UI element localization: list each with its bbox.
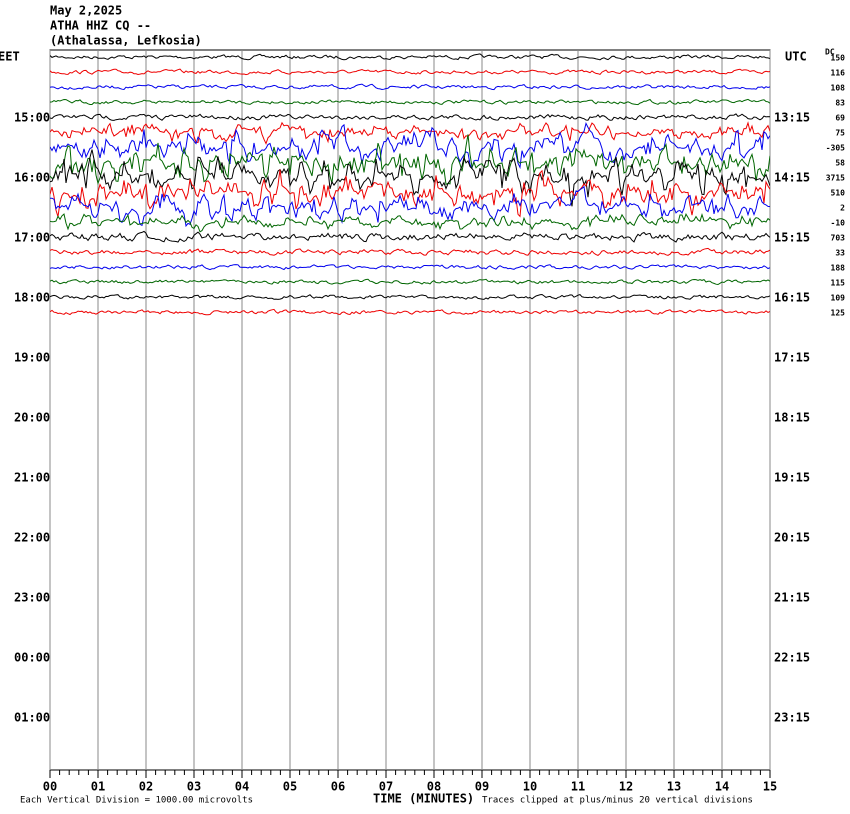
- left-hour-label: 15:00: [14, 111, 50, 125]
- dc-title: DC: [825, 48, 835, 57]
- x-tick-label: 12: [619, 780, 633, 794]
- left-hour-label: 00:00: [14, 651, 50, 665]
- dc-offset: 33: [835, 249, 845, 258]
- x-tick-label: 10: [523, 780, 537, 794]
- dc-offset: 75: [835, 129, 845, 138]
- right-hour-label: 21:15: [774, 591, 810, 605]
- dc-offset: 83: [835, 99, 845, 108]
- dc-offset: 2: [840, 204, 845, 213]
- x-tick-label: 11: [571, 780, 585, 794]
- left-hour-label: 18:00: [14, 291, 50, 305]
- dc-offset: -305: [826, 144, 845, 153]
- left-axis-title: EET: [0, 50, 20, 64]
- trace: [50, 278, 770, 286]
- right-hour-label: 17:15: [774, 351, 810, 365]
- left-hour-label: 01:00: [14, 711, 50, 725]
- x-tick-label: 03: [187, 780, 201, 794]
- trace: [50, 264, 770, 271]
- right-hour-label: 14:15: [774, 171, 810, 185]
- trace: [50, 230, 770, 243]
- dc-offset: 69: [835, 114, 845, 123]
- x-tick-label: 08: [427, 780, 441, 794]
- x-tick-label: 14: [715, 780, 729, 794]
- x-tick-label: 15: [763, 780, 777, 794]
- trace: [50, 121, 770, 170]
- left-hour-label: 23:00: [14, 591, 50, 605]
- dc-offset: 510: [831, 189, 846, 198]
- x-tick-label: 07: [379, 780, 393, 794]
- x-tick-label: 01: [91, 780, 105, 794]
- right-hour-label: 13:15: [774, 111, 810, 125]
- left-hour-label: 16:00: [14, 171, 50, 185]
- trace: [50, 68, 770, 76]
- trace: [50, 83, 770, 91]
- x-tick-label: 00: [43, 780, 57, 794]
- right-hour-label: 18:15: [774, 411, 810, 425]
- right-hour-label: 19:15: [774, 471, 810, 485]
- trace: [50, 134, 770, 186]
- x-tick-label: 09: [475, 780, 489, 794]
- dc-offset: 188: [831, 264, 846, 273]
- right-hour-label: 16:15: [774, 291, 810, 305]
- dc-offset: 3715: [826, 174, 845, 183]
- left-hour-label: 20:00: [14, 411, 50, 425]
- date: May 2,2025: [50, 4, 122, 18]
- location: (Athalassa, Lefkosia): [50, 34, 202, 48]
- dc-offset: 115: [831, 279, 846, 288]
- trace: [50, 121, 770, 145]
- left-hour-label: 21:00: [14, 471, 50, 485]
- dc-offset: 58: [835, 159, 845, 168]
- scale-note: Each Vertical Division = 1000.00 microvo…: [20, 796, 253, 806]
- clip-note: Traces clipped at plus/minus 20 vertical…: [482, 796, 753, 806]
- x-tick-label: 02: [139, 780, 153, 794]
- trace: [50, 149, 770, 207]
- trace: [50, 98, 770, 106]
- trace: [50, 169, 770, 218]
- x-tick-label: 05: [283, 780, 297, 794]
- trace: [50, 185, 770, 228]
- trace: [50, 247, 770, 256]
- x-tick-label: 06: [331, 780, 345, 794]
- labels: 00 01 02 03 04 05 06 07 08 09 10 11 12 13 14 15 15:00 13:…: [14, 54, 845, 794]
- dc-offset: 108: [831, 84, 846, 93]
- plot-frame: [49, 49, 771, 771]
- right-hour-label: 15:15: [774, 231, 810, 245]
- dc-offset: 116: [831, 69, 846, 78]
- dc-offset: 150: [831, 54, 846, 63]
- dc-offset: 703: [831, 234, 846, 243]
- x-tick-label: 13: [667, 780, 681, 794]
- trace: [50, 53, 770, 61]
- right-axis-title: UTC: [785, 50, 807, 64]
- x-tick-label: 04: [235, 780, 249, 794]
- station: ATHA HHZ CQ --: [50, 19, 151, 33]
- traces: [50, 53, 770, 316]
- dc-offset: 109: [831, 294, 846, 303]
- trace: [50, 308, 770, 316]
- trace: [50, 213, 770, 233]
- left-hour-label: 22:00: [14, 531, 50, 545]
- trace: [50, 113, 770, 121]
- left-hour-label: 17:00: [14, 231, 50, 245]
- right-hour-label: 22:15: [774, 651, 810, 665]
- right-hour-label: 23:15: [774, 711, 810, 725]
- x-axis-title: TIME (MINUTES): [373, 792, 474, 806]
- right-hour-label: 20:15: [774, 531, 810, 545]
- dc-offset: 125: [831, 309, 846, 318]
- trace: [50, 293, 770, 300]
- dc-offset: -10: [831, 219, 846, 228]
- left-hour-label: 19:00: [14, 351, 50, 365]
